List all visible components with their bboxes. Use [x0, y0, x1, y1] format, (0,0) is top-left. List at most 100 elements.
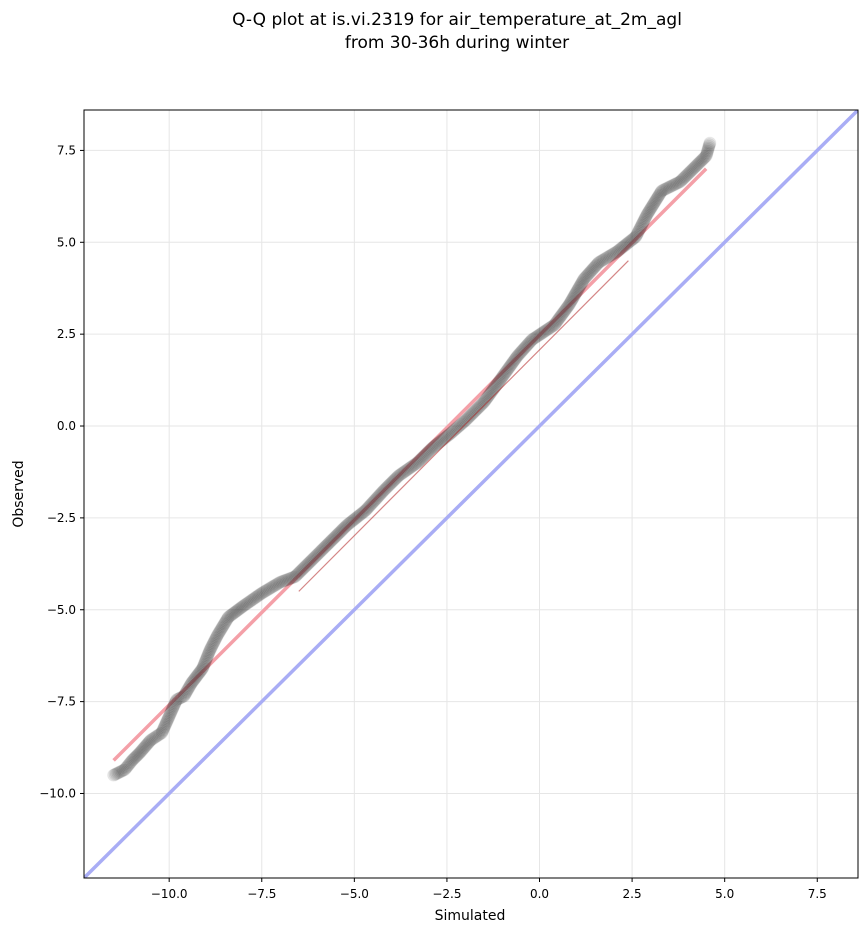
data-point — [149, 730, 163, 744]
data-point — [663, 180, 677, 194]
data-point — [637, 214, 651, 228]
data-point — [693, 156, 706, 170]
data-point — [410, 456, 424, 470]
data-point — [289, 569, 303, 583]
y-tick-label: −10.0 — [39, 786, 76, 800]
data-point — [235, 600, 249, 614]
data-point — [181, 682, 195, 696]
data-point — [646, 198, 660, 212]
data-point — [384, 477, 398, 491]
data-point — [288, 570, 302, 584]
data-point — [463, 409, 477, 423]
data-point — [548, 317, 562, 331]
data-point — [160, 714, 174, 728]
data-point — [451, 420, 465, 434]
data-point — [295, 563, 309, 577]
data-point — [590, 258, 604, 272]
data-point — [571, 283, 585, 297]
data-point — [691, 157, 705, 171]
data-point — [363, 499, 377, 513]
data-point — [479, 393, 493, 407]
data-point — [665, 179, 679, 193]
data-point — [155, 726, 169, 740]
data-point — [234, 601, 248, 615]
data-point — [173, 691, 187, 705]
data-point — [170, 693, 184, 707]
data-point — [242, 595, 256, 609]
data-point — [635, 218, 649, 232]
data-point — [236, 599, 250, 613]
data-point — [263, 581, 277, 595]
data-point — [647, 196, 661, 210]
data-point — [490, 377, 504, 391]
data-point — [364, 498, 378, 512]
data-point — [461, 411, 475, 425]
data-point — [694, 154, 708, 168]
data-point — [337, 522, 351, 536]
data-point — [194, 664, 208, 678]
data-point — [685, 163, 699, 177]
data-point — [662, 180, 676, 194]
data-point — [577, 272, 591, 286]
data-point — [652, 188, 666, 202]
data-point — [409, 457, 423, 471]
data-point — [210, 630, 224, 644]
data-point — [633, 221, 647, 235]
data-point — [203, 643, 217, 657]
data-point — [114, 765, 128, 779]
data-point — [698, 150, 712, 164]
axes: −10.0 −7.5 −5.0 −2.5 0.0 2.5 5.0 7.5 −10.0 −7.5 −5… — [39, 143, 827, 901]
data-point — [428, 439, 442, 453]
data-point — [128, 750, 142, 764]
data-point — [184, 676, 198, 690]
data-point — [390, 471, 404, 485]
grid-lines — [84, 110, 858, 878]
data-point — [516, 343, 530, 357]
data-point — [559, 302, 573, 316]
x-axis-label: Simulated — [435, 908, 506, 924]
data-point — [339, 519, 353, 533]
data-point — [651, 190, 665, 204]
x-tick-label: 5.0 — [715, 887, 734, 901]
data-point — [185, 675, 199, 689]
data-point — [422, 444, 436, 458]
data-point — [190, 669, 204, 683]
data-point — [233, 602, 247, 616]
data-point — [596, 253, 610, 267]
data-point — [268, 579, 282, 593]
data-point — [273, 575, 287, 589]
data-point — [177, 689, 191, 703]
data-point — [217, 617, 231, 631]
data-point — [668, 177, 682, 191]
data-point — [524, 334, 538, 348]
data-point — [700, 146, 714, 160]
data-point — [610, 244, 624, 258]
data-point — [638, 212, 652, 226]
data-point — [197, 657, 211, 671]
data-point — [640, 208, 654, 222]
data-point — [215, 621, 229, 635]
data-point — [494, 372, 508, 386]
data-point — [225, 607, 239, 621]
data-point — [532, 328, 546, 342]
data-point — [139, 739, 153, 753]
data-point — [163, 708, 177, 722]
data-point — [635, 217, 649, 231]
data-point — [115, 764, 129, 778]
data-point — [467, 405, 481, 419]
data-point — [468, 404, 482, 418]
data-point — [157, 720, 171, 734]
data-point — [324, 534, 338, 548]
data-point — [199, 654, 213, 668]
fit-line-center-trace — [298, 260, 629, 592]
data-point — [651, 189, 665, 203]
data-point — [310, 548, 324, 562]
data-point — [426, 440, 440, 454]
data-point — [111, 766, 125, 780]
data-point — [373, 488, 387, 502]
data-point — [179, 685, 193, 699]
data-point — [551, 313, 565, 327]
data-point — [568, 287, 582, 301]
data-point — [464, 408, 478, 422]
